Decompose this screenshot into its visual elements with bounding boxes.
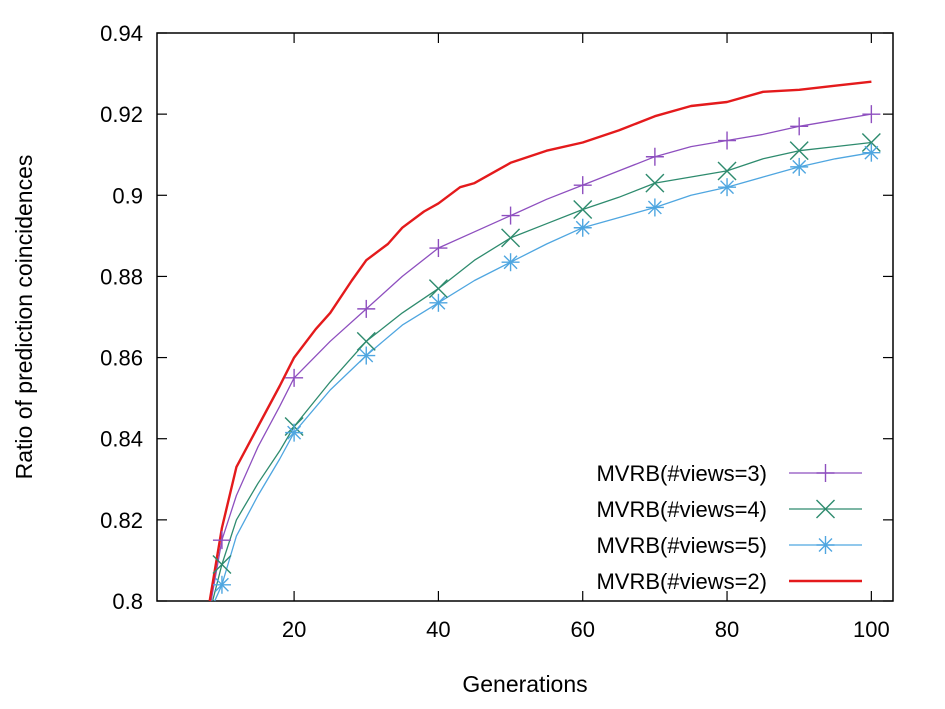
data-point-marker — [285, 423, 304, 442]
data-point-marker — [429, 239, 448, 258]
data-point-marker — [861, 133, 881, 153]
x-axis-title: Generations — [462, 671, 587, 697]
series-line-2 — [211, 141, 872, 602]
series-markers — [212, 105, 881, 594]
legend-marker — [816, 464, 835, 482]
y-tick-label: 0.82 — [100, 508, 143, 533]
x-tick-label: 40 — [426, 617, 450, 642]
data-point-marker — [862, 143, 881, 162]
legend-label: MVRB(#views=5) — [596, 533, 767, 558]
y-tick-label: 0.88 — [100, 264, 143, 289]
data-point-marker — [718, 131, 737, 150]
legend-marker — [816, 536, 835, 554]
y-axis-title: Ratio of prediction coincidences — [11, 155, 37, 480]
x-axis: 20 40 60 80 100 — [282, 33, 890, 642]
data-point-marker — [357, 346, 376, 365]
data-point-marker — [212, 554, 232, 574]
y-tick-label: 0.94 — [100, 21, 143, 46]
plot-frame — [156, 32, 894, 602]
data-point-marker — [501, 206, 520, 225]
series-line-3 — [214, 152, 872, 602]
data-point-marker — [356, 331, 376, 351]
series-line-4 — [208, 80, 872, 602]
data-point-marker — [212, 531, 231, 550]
data-point-marker — [501, 228, 521, 248]
x-tick-label: 80 — [715, 617, 739, 642]
data-point-marker — [790, 117, 809, 136]
data-point-marker — [212, 575, 231, 594]
data-point-marker — [285, 368, 304, 387]
data-point-marker — [717, 161, 737, 181]
y-axis: 0.8 0.82 0.84 0.86 0.88 0.9 0.92 0.94 — [100, 21, 893, 614]
x-tick-label: 20 — [282, 617, 306, 642]
legend-label: MVRB(#views=3) — [596, 461, 767, 486]
x-tick-label: 100 — [853, 617, 890, 642]
data-point-marker — [501, 253, 520, 272]
data-point-marker — [357, 299, 376, 318]
data-point-marker — [573, 218, 592, 237]
data-point-marker — [645, 147, 664, 166]
data-point-marker — [428, 279, 448, 299]
series-lines — [208, 80, 872, 602]
y-tick-label: 0.92 — [100, 102, 143, 127]
data-point-marker — [573, 176, 592, 195]
y-tick-label: 0.86 — [100, 346, 143, 371]
data-point-marker — [573, 199, 593, 219]
legend-label: MVRB(#views=4) — [596, 497, 767, 522]
y-tick-label: 0.84 — [100, 427, 143, 452]
series-line-1 — [210, 113, 872, 602]
data-point-marker — [429, 293, 448, 312]
legend-label: MVRB(#views=2) — [596, 569, 767, 594]
data-point-marker — [718, 178, 737, 197]
data-point-marker — [862, 105, 881, 124]
y-tick-label: 0.8 — [112, 589, 143, 614]
data-point-marker — [645, 198, 664, 217]
data-point-marker — [645, 173, 665, 193]
data-point-marker — [789, 141, 809, 161]
x-tick-label: 60 — [570, 617, 594, 642]
legend: MVRB(#views=3) MVRB(#views=4) MVRB(#views=… — [596, 461, 862, 594]
legend-marker — [816, 499, 835, 519]
data-point-marker — [790, 157, 809, 176]
y-tick-label: 0.9 — [112, 183, 143, 208]
